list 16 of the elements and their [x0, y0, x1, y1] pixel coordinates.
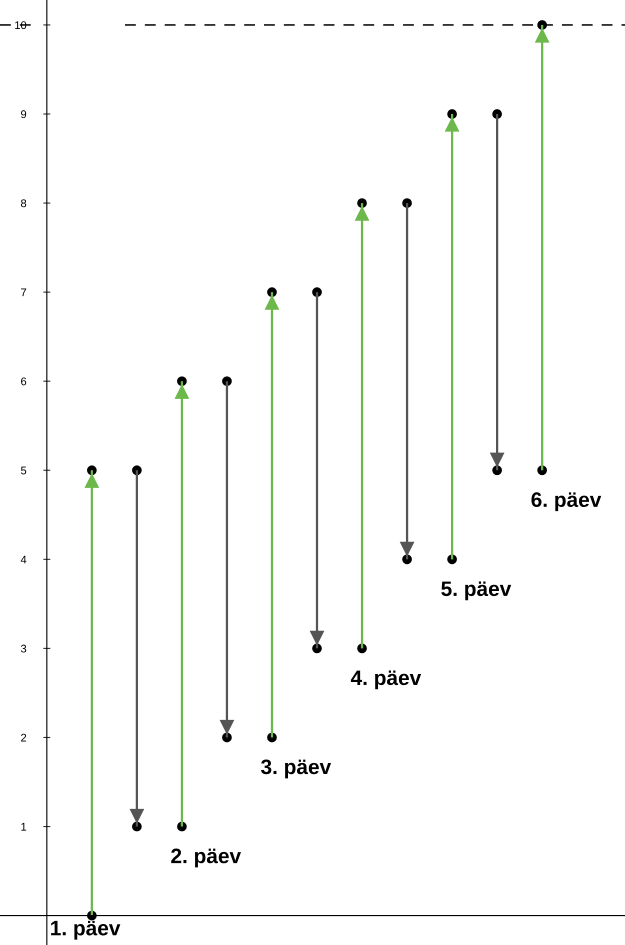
- annotation: 5. päev: [441, 581, 512, 600]
- y-tick-label: 3: [20, 644, 26, 653]
- annotation: 3. päev: [260, 759, 332, 778]
- y-tick-label: 5: [20, 466, 26, 474]
- y-tick-label: 10: [15, 21, 26, 30]
- y-tick-label: 8: [20, 199, 26, 208]
- annotation: 4. päev: [350, 670, 422, 690]
- y-tick-label: 7: [21, 288, 26, 296]
- y-tick-label: 9: [21, 110, 26, 118]
- y-tick-label: 2: [21, 734, 26, 742]
- y-tick-label: 4: [20, 556, 26, 564]
- annotation: 2. päev: [171, 848, 242, 868]
- annotation: 1. päev: [51, 920, 120, 940]
- annotation: 6. päev: [531, 492, 602, 512]
- y-tick-label: 1: [21, 822, 26, 831]
- y-tick-label: 6: [21, 377, 26, 386]
